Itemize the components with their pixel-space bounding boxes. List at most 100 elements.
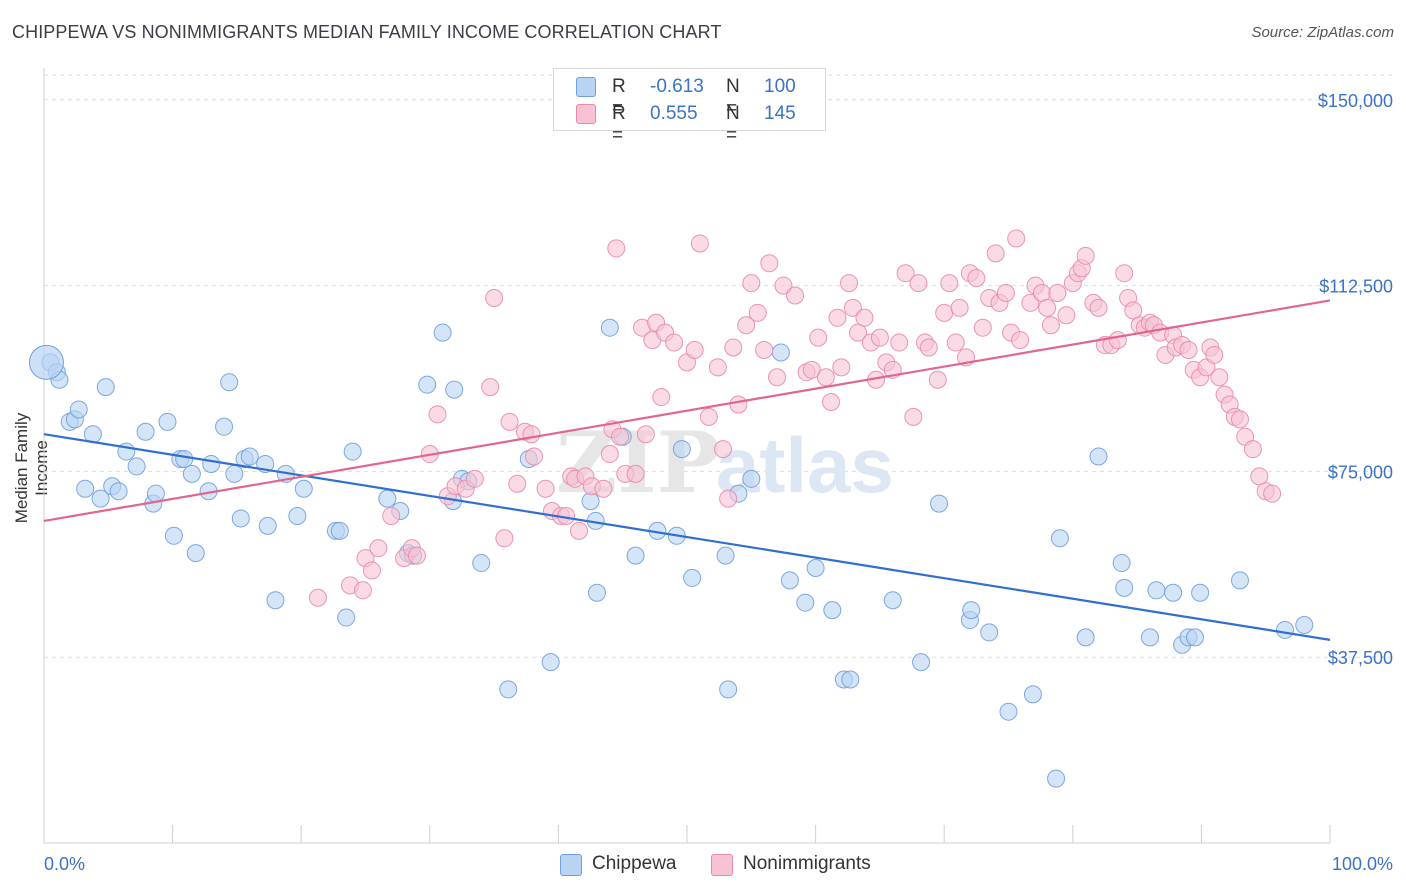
y-tick-label: $75,000 (1328, 462, 1393, 482)
chippewa-point (626, 546, 645, 565)
nonimmigrants-point (708, 358, 727, 377)
nonimmigrants-point (802, 360, 821, 379)
chippewa-point (378, 489, 397, 508)
chippewa-point (433, 323, 452, 342)
chippewa-point (109, 482, 128, 501)
chippewa-point (683, 568, 702, 587)
nonimmigrants-point (774, 276, 793, 295)
nonimmigrants-point (950, 298, 969, 317)
chippewa-point (930, 494, 949, 513)
nonimmigrants-point (809, 328, 828, 347)
chippewa-legend-swatch (560, 854, 582, 876)
chippewa-point (220, 373, 239, 392)
nonimmigrants-point (890, 333, 909, 352)
chippewa-point (1047, 769, 1066, 788)
nonimmigrants-point (786, 286, 805, 305)
nonimmigrants-point (714, 440, 733, 459)
nonimmigrants-point (928, 370, 947, 389)
nonimmigrants-point (1179, 340, 1198, 359)
chippewa-point (841, 670, 860, 689)
y-tick-label: $112,500 (1319, 277, 1393, 297)
chippewa-point (1023, 685, 1042, 704)
chippewa-point (1185, 628, 1204, 647)
chippewa-point (1115, 578, 1134, 597)
chippewa-point (1230, 571, 1249, 590)
n-label: N = (726, 103, 740, 146)
nonimmigrants-point (1007, 229, 1026, 248)
nonimmigrants-point (428, 405, 447, 424)
chippewa-point (600, 318, 619, 337)
nonimmigrants-point (1205, 345, 1224, 364)
chippewa-point (294, 479, 313, 498)
nonimmigrants-point (382, 506, 401, 525)
chippewa-point (823, 601, 842, 620)
chippewa-point (1147, 581, 1166, 600)
legend-label: Chippewa (592, 853, 677, 874)
nonimmigrants-point (607, 239, 626, 258)
chippewa-point (186, 544, 205, 563)
nonimmigrants-point (495, 529, 514, 548)
nonimmigrants-point (369, 539, 388, 558)
chippewa-point (1164, 583, 1183, 602)
chart-title: CHIPPEWA VS NONIMMIGRANTS MEDIAN FAMILY … (12, 22, 722, 42)
chippewa-point-large (28, 344, 64, 380)
chippewa-point (127, 457, 146, 476)
n-value: 100 (764, 76, 796, 97)
nonimmigrants-point (840, 274, 859, 293)
nonimmigrants-point (729, 395, 748, 414)
nonimmigrants-point (407, 546, 426, 565)
nonimmigrants-point (904, 407, 923, 426)
nonimmigrants-point (940, 274, 959, 293)
stats-box: R = -0.613 N = 100 R = 0.555 N = 145 (553, 68, 826, 146)
axis-layer (43, 68, 1331, 844)
tick-label-layer: $37,500 $75,000 $112,500 $150,000 0.0% 100.0% (44, 91, 1393, 874)
x-tick-label-max: 100.0% (1332, 854, 1393, 874)
nonimmigrants-point (828, 308, 847, 327)
chippewa-point (883, 591, 902, 610)
chippewa-point (164, 526, 183, 545)
y-tick-label: $37,500 (1328, 648, 1393, 668)
chippewa-point (215, 417, 234, 436)
chippewa-point (418, 375, 437, 394)
nonimmigrants-point (1057, 306, 1076, 325)
chippewa-point (1191, 583, 1210, 602)
chippewa-point (806, 559, 825, 578)
chippewa-point (771, 343, 790, 362)
chippewa-point (962, 601, 981, 620)
nonimmigrants-point (909, 274, 928, 293)
x-tick-label-min: 0.0% (44, 854, 85, 874)
nonimmigrants-point (742, 274, 761, 293)
chippewa-point (796, 593, 815, 612)
nonimmigrants-point (760, 254, 779, 273)
nonimmigrants-point (1263, 484, 1282, 503)
r-label: R = (612, 103, 626, 146)
nonimmigrants-point (832, 358, 851, 377)
chippewa-point (445, 380, 464, 399)
nonimmigrants-point (685, 340, 704, 359)
nonimmigrants-point (973, 318, 992, 337)
nonimmigrants-point (1124, 301, 1143, 320)
chippewa-point (175, 450, 194, 468)
chippewa-point (980, 623, 999, 642)
nonimmigrants-point (1243, 440, 1262, 459)
chippewa-point (1050, 529, 1069, 548)
nonimmigrants-point (353, 581, 372, 600)
chippewa-point (69, 400, 88, 419)
nonimmigrants-point (1250, 467, 1269, 486)
nonimmigrants-point (855, 308, 874, 327)
chippewa-point (158, 412, 177, 431)
nonimmigrants-point (690, 234, 709, 253)
chippewa-point (581, 492, 600, 511)
y-tick-label: $150,000 (1318, 91, 1393, 111)
nonimmigrants-point (665, 333, 684, 352)
chippewa-point (1140, 628, 1159, 647)
nonimmigrants-point (919, 338, 938, 357)
nonimmigrants-point (870, 328, 889, 347)
chippewa-point (337, 608, 356, 627)
legend-label: Nonimmigrants (743, 853, 871, 874)
chippewa-point (719, 680, 738, 699)
nonimmigrants-point (849, 323, 868, 342)
nonimmigrants-point (1115, 264, 1134, 283)
nonimmigrants-point (996, 284, 1015, 303)
